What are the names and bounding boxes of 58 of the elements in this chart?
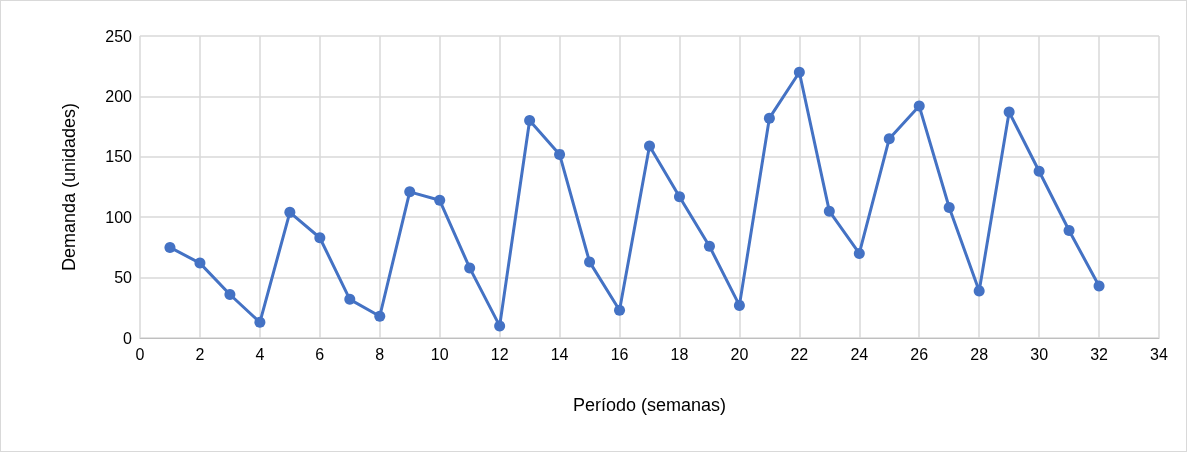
x-tick-label: 28	[970, 345, 989, 363]
y-tick-label: 100	[105, 208, 133, 226]
point	[913, 100, 925, 112]
y-tick-label: 0	[123, 329, 133, 347]
point	[853, 247, 865, 259]
x-tick-label: 8	[375, 345, 385, 363]
point	[164, 241, 176, 253]
x-tick-label: 16	[610, 345, 629, 363]
point	[494, 320, 506, 332]
point	[584, 256, 596, 268]
y-tick-label: 250	[105, 27, 133, 45]
point	[404, 186, 416, 198]
x-tick-label: 30	[1030, 345, 1049, 363]
point	[793, 66, 805, 78]
point	[524, 115, 536, 127]
point	[883, 133, 895, 145]
x-tick-label: 6	[315, 345, 325, 363]
point	[644, 140, 655, 152]
point	[703, 240, 715, 252]
x-tick-label: 0	[135, 345, 145, 363]
x-tick-label: 12	[490, 345, 509, 363]
x-axis-title: Período (semanas)	[572, 395, 727, 415]
x-tick-label: 10	[430, 345, 449, 363]
x-tick-label: 20	[730, 345, 749, 363]
point	[763, 112, 775, 124]
point	[1033, 165, 1045, 177]
point	[673, 191, 685, 203]
x-tick-label: 34	[1150, 345, 1168, 363]
point	[434, 194, 446, 206]
x-tick-label: 14	[550, 345, 569, 363]
point	[254, 316, 266, 328]
point	[224, 289, 236, 301]
point	[1003, 106, 1015, 118]
point	[1063, 224, 1075, 236]
point	[374, 310, 386, 322]
point	[733, 299, 745, 311]
y-tick-label: 150	[105, 148, 133, 166]
x-tick-label: 22	[790, 345, 809, 363]
point	[344, 293, 356, 305]
x-tick-label: 18	[670, 345, 689, 363]
x-tick-label: 4	[255, 345, 265, 363]
x-tick-label: 2	[195, 345, 205, 363]
y-tick-label: 200	[105, 87, 133, 105]
point	[943, 202, 955, 214]
point	[973, 285, 985, 297]
x-tick-label: 26	[910, 345, 929, 363]
point	[314, 232, 326, 244]
point	[1093, 280, 1105, 292]
point	[614, 304, 626, 316]
point	[823, 205, 835, 217]
point	[464, 262, 476, 274]
point	[194, 257, 206, 269]
x-tick-label: 24	[850, 345, 869, 363]
y-axis-title: Demanda (unidades)	[59, 102, 79, 272]
point	[554, 148, 566, 160]
point	[284, 206, 296, 218]
y-tick-label: 50	[114, 269, 133, 287]
x-tick-label: 32	[1090, 345, 1109, 363]
